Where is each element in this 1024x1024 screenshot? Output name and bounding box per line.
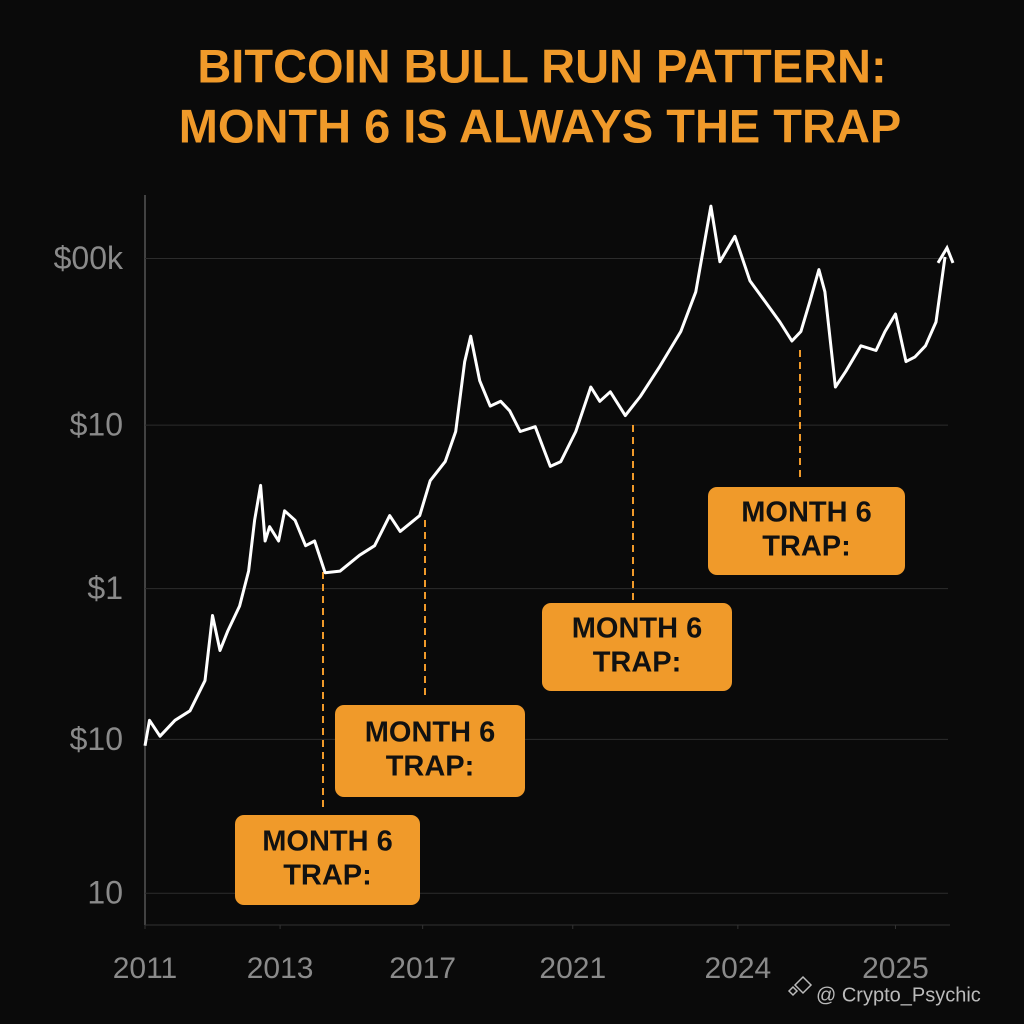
watermark-icon	[787, 975, 813, 997]
x-tick-label: 2013	[247, 952, 314, 985]
x-tick-label: 2024	[704, 952, 771, 985]
annotation-text: TRAP:	[386, 751, 475, 783]
arrow-head	[936, 244, 955, 264]
y-tick-label: $00k	[54, 240, 124, 276]
watermark-text: @ Crypto_Psychic	[816, 984, 981, 1006]
price-line	[143, 204, 947, 746]
annotation-box	[235, 815, 420, 905]
annotation-box	[542, 603, 732, 691]
annotation-box	[335, 705, 525, 797]
x-tick-label: 2011	[113, 952, 178, 985]
y-tick-label: $10	[70, 721, 123, 757]
annotation-text: TRAP:	[283, 860, 372, 892]
annotation-box	[708, 487, 905, 575]
y-tick-label: $1	[87, 570, 123, 606]
annotation-text: MONTH 6	[572, 613, 703, 645]
watermark: @ Crypto_Psychic	[787, 975, 981, 1006]
annotation-text: TRAP:	[593, 647, 682, 679]
annotation-text: MONTH 6	[365, 717, 496, 749]
x-tick-label: 2017	[389, 952, 456, 985]
chart-title: BITCOIN BULL RUN PATTERN:	[197, 39, 886, 92]
annotation-text: MONTH 6	[262, 826, 393, 858]
annotation-text: TRAP:	[762, 531, 851, 563]
y-tick-label: 10	[87, 875, 123, 911]
chart-title: MONTH 6 IS ALWAYS THE TRAP	[179, 99, 902, 152]
x-tick-label: 2021	[539, 952, 606, 985]
x-tick-label: 2025	[862, 952, 929, 985]
y-tick-label: $10	[70, 407, 123, 443]
annotation-text: MONTH 6	[741, 497, 872, 529]
